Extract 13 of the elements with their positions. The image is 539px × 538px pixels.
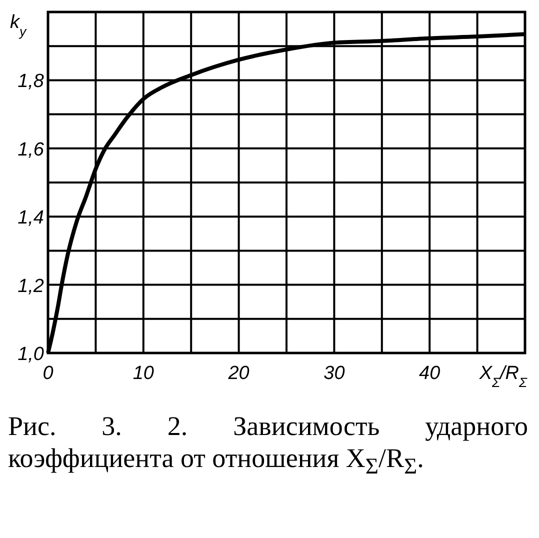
x-tick-label: 0 (42, 363, 54, 384)
x-axis-title: X$_{Σ}$/R$_{Σ}$ (478, 363, 528, 390)
y-tick-label: 1,2 (18, 276, 44, 297)
x-tick-label: 10 (132, 363, 154, 384)
y-tick-label: 1,4 (18, 208, 44, 229)
y-tick-label: 1,6 (18, 139, 44, 160)
y-axis-title: k$_{y}$ (10, 12, 28, 38)
x-tick-label: 20 (227, 363, 250, 384)
text: Рис. 3. 2. Зависимость ударного коэффициента от отношения X$_{Σ}$/R$_{Σ}$. (8, 410, 528, 480)
x-tick-label: 40 (419, 363, 441, 384)
y-tick-label: 1,8 (18, 71, 44, 92)
x-tick-label: 30 (324, 363, 346, 384)
y-tick-label: 1,0 (18, 344, 44, 365)
